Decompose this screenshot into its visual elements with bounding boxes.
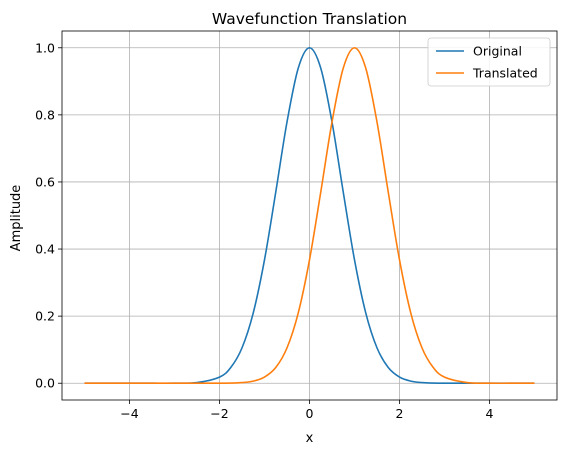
y-tick-label: 0.6: [35, 174, 55, 189]
x-axis-label: x: [306, 431, 314, 446]
x-tick-label: −4: [120, 406, 138, 421]
y-tick-label: 1.0: [35, 40, 55, 55]
x-tick-label: 4: [486, 406, 494, 421]
y-tick-label: 0.2: [35, 309, 55, 324]
legend-box: [427, 37, 551, 87]
legend: Original Translated: [427, 37, 551, 87]
chart-title: Wavefunction Translation: [212, 10, 407, 28]
x-tick-label: −2: [210, 406, 228, 421]
y-tick-label: 0.4: [35, 242, 55, 257]
y-tick-label: 0.8: [35, 107, 55, 122]
y-axis-label: Amplitude: [9, 185, 24, 252]
series-lines: [84, 46, 535, 385]
legend-label: Original: [473, 44, 522, 59]
series-line-2: [84, 46, 535, 385]
x-tick-label: 0: [306, 406, 314, 421]
y-tick-label: 0.0: [35, 376, 55, 391]
axis-ticks: −4 −2 0 2 4 0.0 0.2 0.4 0.6 0.8 1.0: [35, 40, 493, 421]
legend-label: Translated: [472, 66, 538, 81]
x-tick-label: 2: [396, 406, 404, 421]
